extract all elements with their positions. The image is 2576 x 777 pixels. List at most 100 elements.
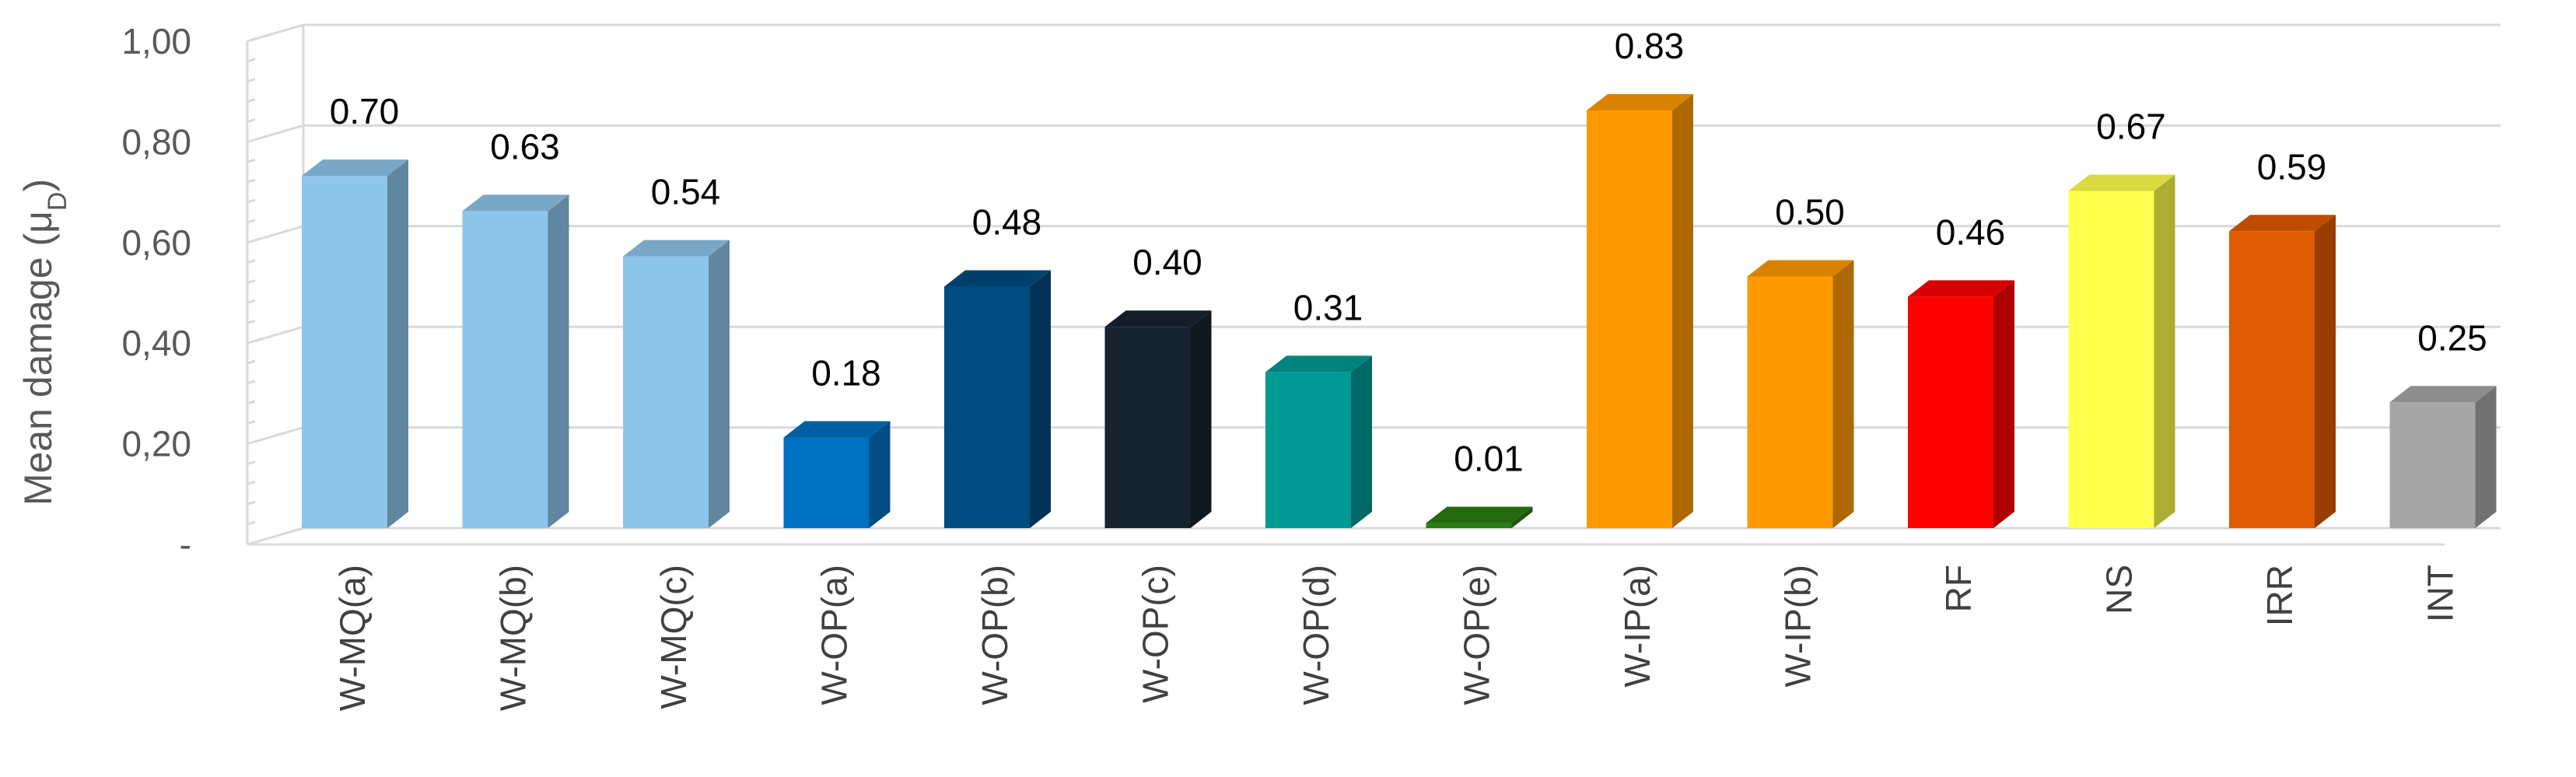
bar-side <box>1030 270 1051 528</box>
y-tick-label: 0,60 <box>121 222 191 263</box>
minor-tick <box>247 198 256 204</box>
gridline <box>247 124 2501 143</box>
bar-side <box>387 159 408 528</box>
bar-front <box>2389 402 2476 528</box>
minor-tick <box>247 219 256 224</box>
data-label: 0.59 <box>2257 146 2327 187</box>
gridline <box>247 23 2501 43</box>
category-labels: W-MQ(a) W-MQ(b) W-MQ(c) W-OP(a) W-OP(b) W-OP(… <box>332 565 2461 711</box>
bar-side <box>548 194 569 528</box>
bar-top <box>1908 280 2014 297</box>
data-label: 0.63 <box>490 126 560 166</box>
data-label: 0.83 <box>1615 26 1685 66</box>
bar-W-MQ(b) <box>462 194 569 528</box>
y-tick-label: 0,20 <box>121 424 191 464</box>
bar-IRR <box>2229 215 2336 528</box>
bar-top <box>623 240 730 257</box>
y-tick-label: - <box>180 524 191 565</box>
bar-top <box>1587 93 1693 110</box>
minor-tick <box>247 359 256 365</box>
gridline <box>247 527 2501 546</box>
minor-tick <box>247 279 256 284</box>
bar-side <box>709 240 730 528</box>
bar-front <box>302 176 387 528</box>
bar-top <box>1104 310 1212 327</box>
y-tick-label: 0,40 <box>121 323 191 363</box>
minor-tick <box>247 178 256 184</box>
category-label: W-IP(a) <box>1617 565 1657 688</box>
data-label: 0.18 <box>811 353 881 394</box>
bar-front <box>1587 110 1672 529</box>
bar-top <box>944 270 1051 287</box>
data-label: 0.01 <box>1454 439 1524 479</box>
bar-W-OP(e) <box>1426 506 1533 528</box>
bar-W-MQ(a) <box>302 159 408 528</box>
bar-side <box>2475 386 2497 528</box>
bar-W-IP(a) <box>1587 93 1693 529</box>
category-label: W-IP(b) <box>1778 565 1818 688</box>
category-label: W-OP(d) <box>1296 565 1336 705</box>
bar-W-OP(a) <box>783 421 891 528</box>
category-label: W-OP(c) <box>1136 565 1176 703</box>
minor-tick <box>247 380 256 385</box>
data-label: 0.25 <box>2417 317 2487 358</box>
bar-front <box>944 286 1030 528</box>
bar-front <box>1265 372 1351 528</box>
bars <box>302 93 2497 529</box>
minor-tick <box>247 98 256 103</box>
minor-tick <box>247 158 256 163</box>
data-label: 0.46 <box>1936 212 2006 252</box>
minor-tick <box>247 420 256 425</box>
bar-side <box>1351 355 1372 528</box>
minor-tick <box>247 299 256 304</box>
minor-tick <box>247 118 256 123</box>
bar-INT <box>2389 386 2497 528</box>
category-label: W-OP(e) <box>1457 565 1497 705</box>
category-label: W-MQ(b) <box>493 565 534 711</box>
bar-front <box>1747 276 1833 528</box>
category-label: W-MQ(c) <box>653 565 694 709</box>
data-label: 0.40 <box>1132 242 1202 282</box>
category-label: RF <box>1938 565 1979 612</box>
y-tick-label: 1,00 <box>121 21 191 61</box>
bar-front <box>1104 327 1191 528</box>
bar-top <box>1426 506 1533 523</box>
minor-tick <box>247 500 256 506</box>
bar-W-OP(b) <box>944 270 1051 528</box>
minor-tick <box>247 480 256 485</box>
bar-front <box>2068 191 2154 528</box>
bar-top <box>783 421 891 438</box>
category-label: NS <box>2099 565 2140 614</box>
bar-top <box>302 159 408 177</box>
category-label: IRR <box>2259 565 2300 626</box>
data-label: 0.50 <box>1775 192 1845 233</box>
bar-side <box>1511 506 1533 528</box>
bar-side <box>1993 280 2014 528</box>
bar-side <box>1190 310 1212 528</box>
bar-side <box>1832 260 1854 528</box>
bar-side <box>2154 174 2175 528</box>
minor-tick <box>247 319 256 324</box>
data-labels: 0.70 0.63 0.54 0.18 0.48 0.40 0.31 0.01 0.83 0.50… <box>330 26 2487 479</box>
bar-side <box>2315 215 2336 528</box>
y-axis-title: Mean damage (μD) <box>16 179 72 506</box>
bar-W-OP(d) <box>1265 355 1372 528</box>
bar-front <box>2229 231 2315 528</box>
bar-top <box>2389 386 2497 403</box>
bar-side <box>869 421 891 528</box>
category-label: W-OP(b) <box>975 565 1015 705</box>
minor-tick <box>247 78 256 83</box>
bar-front <box>1426 523 1512 528</box>
category-label: INT <box>2420 565 2461 622</box>
minor-tick <box>247 460 256 465</box>
category-label: W-OP(a) <box>814 565 855 705</box>
bar-side <box>1672 93 1693 529</box>
data-label: 0.70 <box>330 91 400 131</box>
data-label: 0.48 <box>972 201 1042 242</box>
category-label: W-MQ(a) <box>332 565 373 711</box>
y-tick-label: 0,80 <box>121 121 191 162</box>
bar-NS <box>2068 174 2175 528</box>
minor-tick <box>247 400 256 405</box>
bar-W-OP(c) <box>1104 310 1212 528</box>
